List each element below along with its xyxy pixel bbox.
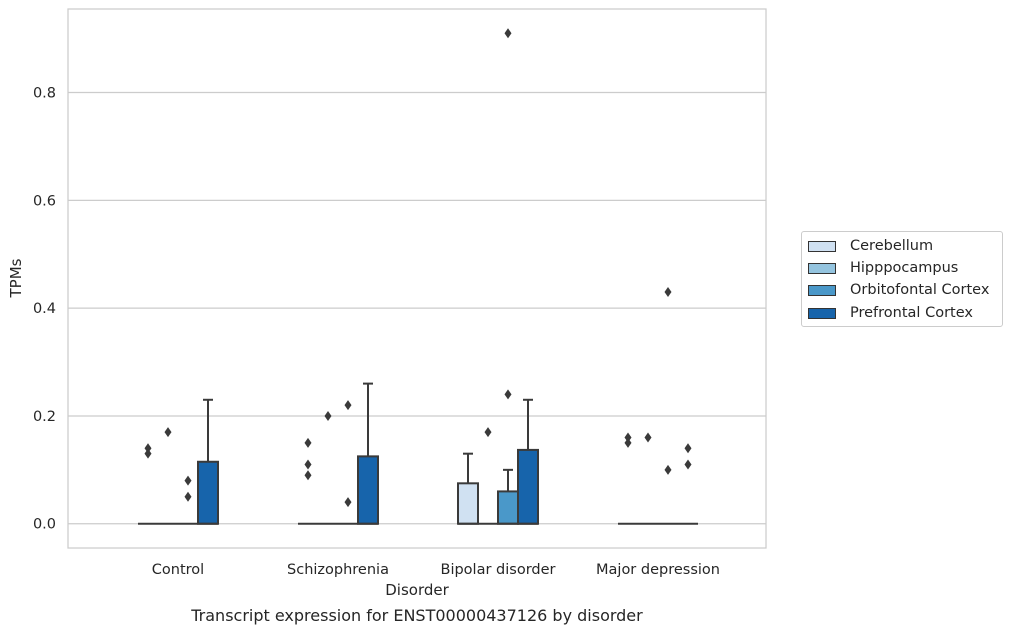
y-tick-label: 0.0 <box>33 517 56 533</box>
outlier-point <box>304 437 312 448</box>
outlier-point <box>304 459 312 470</box>
outlier-point <box>624 437 632 448</box>
y-axis-label: TPMs <box>7 258 25 298</box>
legend-label-orbitofrontal: Orbitofontal Cortex <box>850 282 990 298</box>
box-body <box>197 460 219 525</box>
x-axis-label: Disorder <box>385 581 449 599</box>
box-prefrontal-cortex-major-depression <box>678 443 698 525</box>
x-tick-label-schizophrenia: Schizophrenia <box>287 562 389 578</box>
x-tick-label-major-depression: Major depression <box>596 562 720 578</box>
chart-caption: Transcript expression for ENST0000043712… <box>191 606 643 625</box>
legend-swatch-cerebellum <box>808 240 836 252</box>
outlier-point <box>624 432 632 443</box>
outlier-point <box>504 28 512 39</box>
outlier-point <box>504 389 512 400</box>
legend-swatch-hippocampus <box>808 262 836 274</box>
box-hipppocampus-major-depression <box>638 432 658 525</box>
plot-area-border <box>67 8 767 549</box>
box-body <box>357 455 379 525</box>
outlier-point <box>344 497 352 508</box>
box-body <box>517 448 539 525</box>
box-cerebellum-schizophrenia <box>298 437 318 525</box>
box-hipppocampus-schizophrenia <box>318 410 338 525</box>
legend-label-hippocampus: Hipppocampus <box>850 260 959 276</box>
outlier-point <box>664 286 672 297</box>
box-cerebellum-bipolar-disorder <box>457 452 479 525</box>
y-tick-label: 0.6 <box>33 193 56 209</box>
outlier-point <box>684 443 692 454</box>
legend-label-cerebellum: Cerebellum <box>850 238 934 254</box>
legend-label-prefrontal: Prefrontal Cortex <box>850 305 973 321</box>
box-orbitofontal-cortex-bipolar-disorder <box>497 28 519 525</box>
box-orbitofontal-cortex-major-depression <box>658 286 678 525</box>
x-axis-tick-labels: Control Schizophrenia Bipolar disorder Majo… <box>152 562 720 578</box>
outlier-point <box>304 470 312 481</box>
x-tick-label-control: Control <box>152 562 204 578</box>
box-orbitofontal-cortex-schizophrenia <box>338 400 358 525</box>
outlier-point <box>484 427 492 438</box>
box-body <box>497 490 519 525</box>
legend-swatch-orbitofrontal <box>808 284 836 296</box>
y-tick-label: 0.4 <box>33 301 56 317</box>
box-prefrontal-cortex-control <box>197 398 219 525</box>
outlier-point <box>144 448 152 459</box>
box-orbitofontal-cortex-control <box>178 475 198 525</box>
box-hipppocampus-control <box>158 427 178 525</box>
gridlines <box>68 91 766 525</box>
outlier-point <box>184 491 192 502</box>
box-cerebellum-major-depression <box>618 432 638 525</box>
outlier-point <box>184 475 192 486</box>
box-plot-series <box>138 28 698 525</box>
legend-item-orbitofrontal: Orbitofontal Cortex <box>808 280 989 300</box>
box-prefrontal-cortex-schizophrenia <box>357 382 379 525</box>
y-axis-tick-labels: 0.0 0.2 0.4 0.6 0.8 <box>33 86 56 533</box>
box-cerebellum-control <box>138 443 158 525</box>
legend-swatch-prefrontal <box>808 307 836 319</box>
legend-item-prefrontal: Prefrontal Cortex <box>808 303 973 323</box>
y-tick-label: 0.2 <box>33 409 56 425</box>
outlier-point <box>344 400 352 411</box>
box-prefrontal-cortex-bipolar-disorder <box>517 398 539 525</box>
x-tick-label-bipolar-disorder: Bipolar disorder <box>441 562 556 578</box>
outlier-point <box>324 410 332 421</box>
legend: Cerebellum Hipppocampus Orbitofontal Cor… <box>801 231 1003 327</box>
outlier-point <box>144 443 152 454</box>
box-hipppocampus-bipolar-disorder <box>478 427 498 525</box>
box-body <box>457 482 479 525</box>
outlier-point <box>164 427 172 438</box>
outlier-point <box>664 464 672 475</box>
legend-item-hippocampus: Hipppocampus <box>808 258 958 278</box>
y-tick-label: 0.8 <box>33 86 56 102</box>
outlier-point <box>644 432 652 443</box>
legend-item-cerebellum: Cerebellum <box>808 236 933 256</box>
outlier-point <box>684 459 692 470</box>
